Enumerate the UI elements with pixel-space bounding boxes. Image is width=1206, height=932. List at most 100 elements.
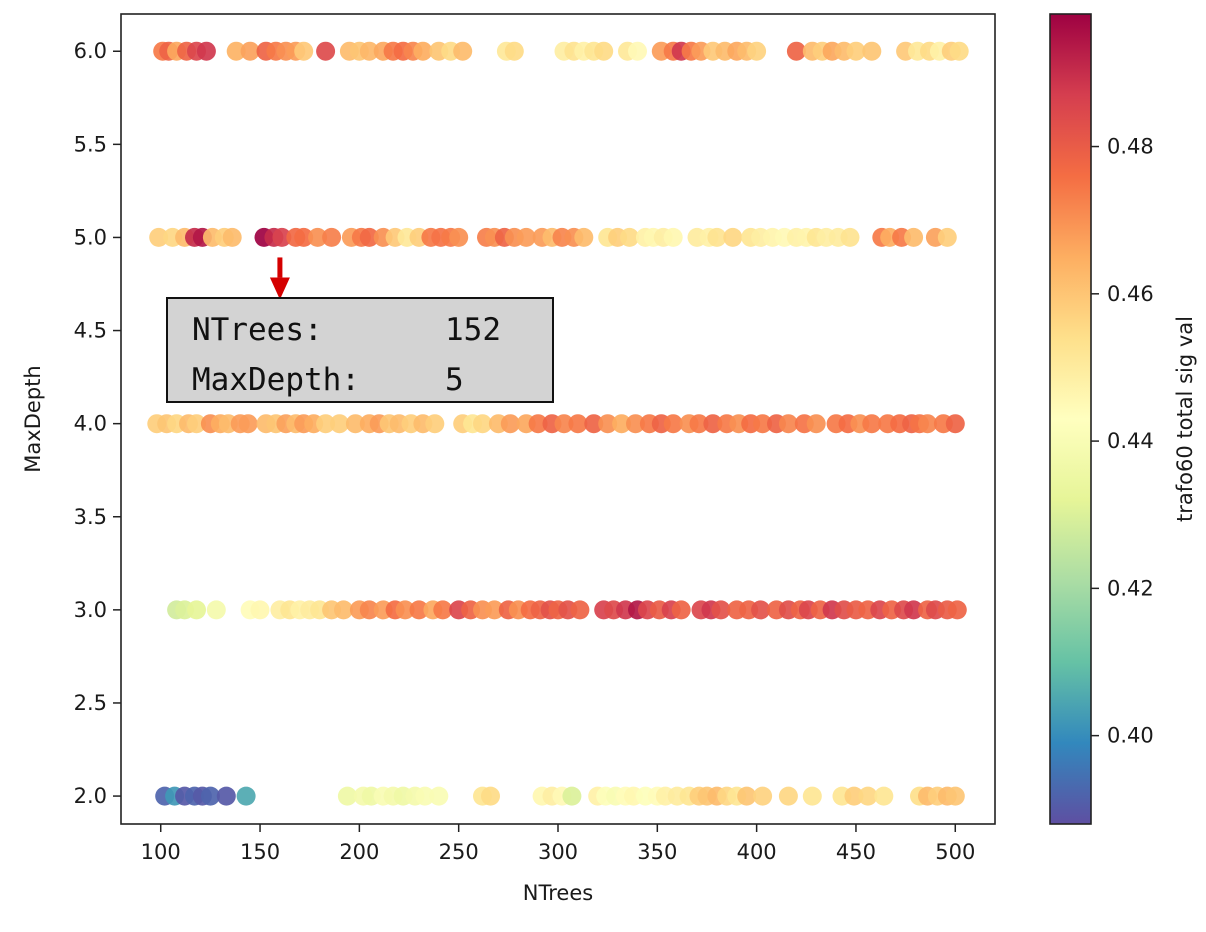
data-point: [844, 786, 864, 806]
data-point: [937, 227, 957, 247]
data-point: [723, 227, 743, 247]
data-point: [947, 600, 967, 620]
data-point: [707, 227, 727, 247]
data-point: [584, 414, 604, 434]
data-point: [272, 227, 292, 247]
data-point: [429, 786, 449, 806]
data-point: [187, 600, 206, 620]
data-point: [949, 41, 969, 61]
data-point: [222, 227, 242, 247]
x-axis: 100 150 200 250 300 350 400 450 500: [141, 824, 975, 864]
colorbar-tick-label: 0.40: [1107, 724, 1154, 748]
data-point: [874, 786, 894, 806]
data-point: [598, 414, 618, 434]
data-point: [945, 414, 965, 434]
data-point: [862, 414, 882, 434]
data-point: [802, 786, 822, 806]
data-point: [778, 786, 798, 806]
data-point: [554, 414, 574, 434]
data-point: [206, 600, 226, 620]
data-point: [473, 414, 492, 434]
y-tick-label: 3.5: [74, 505, 107, 529]
data-point: [345, 414, 365, 434]
data-point: [449, 227, 469, 247]
colorbar-axis: 0.40 0.42 0.44 0.46 0.48: [1091, 135, 1154, 748]
colorbar: [1049, 13, 1092, 825]
x-tick-label: 100: [141, 840, 181, 864]
x-tick-label: 250: [439, 840, 479, 864]
data-point: [149, 227, 169, 247]
data-point: [862, 41, 882, 61]
y-tick-label: 2.0: [74, 784, 107, 808]
annotation: NTrees: 152 MaxDepth: 5: [166, 257, 554, 403]
colorbar-tick-label: 0.46: [1107, 282, 1154, 306]
data-point: [504, 41, 524, 61]
x-tick-label: 350: [637, 840, 677, 864]
y-tick-label: 6.0: [74, 39, 107, 63]
data-point: [330, 414, 349, 434]
x-tick-label: 500: [935, 840, 975, 864]
annotation-box: [166, 297, 554, 403]
y-tick-label: 5.0: [74, 225, 107, 249]
x-axis-label: NTrees: [523, 881, 593, 905]
data-point: [568, 414, 588, 434]
x-tick-label: 400: [737, 840, 777, 864]
data-point: [945, 786, 965, 806]
data-point: [570, 600, 590, 620]
colorbar-tick-label: 0.42: [1107, 576, 1154, 600]
data-point: [337, 786, 357, 806]
data-point: [806, 414, 826, 434]
y-axis-label: MaxDepth: [21, 365, 45, 472]
data-point: [216, 786, 236, 806]
data-point: [187, 414, 206, 434]
data-point: [612, 414, 632, 434]
colorbar-label: trafo60 total sig val: [1173, 316, 1197, 522]
data-point: [413, 41, 433, 61]
data-point: [753, 786, 773, 806]
data-point: [322, 227, 342, 247]
data-point: [308, 227, 328, 247]
y-axis: 2.0 2.5 3.0 3.5 4.0 4.5 5.0 5.5 6.0: [74, 39, 121, 808]
y-tick-label: 5.5: [74, 132, 107, 156]
data-point: [858, 786, 878, 806]
data-point: [786, 41, 806, 61]
data-point: [240, 41, 260, 61]
data-point: [626, 414, 645, 434]
data-point: [711, 600, 731, 620]
colorbar-tick-label: 0.44: [1107, 429, 1154, 453]
data-point: [196, 41, 216, 61]
annotation-ntrees-value: 152: [445, 312, 501, 348]
x-tick-label: 300: [538, 840, 578, 864]
y-tick-label: 3.0: [74, 598, 107, 622]
data-point: [200, 786, 220, 806]
data-point: [737, 786, 757, 806]
data-point: [904, 600, 924, 620]
data-point: [840, 227, 860, 247]
y-tick-label: 4.5: [74, 319, 107, 343]
data-point: [500, 414, 520, 434]
data-point: [751, 600, 771, 620]
data-point: [846, 41, 866, 61]
data-point: [238, 414, 258, 434]
data-point: [453, 41, 473, 61]
data-point: [481, 786, 500, 806]
annotation-ntrees-label: NTrees:: [192, 312, 323, 348]
data-point: [594, 41, 614, 61]
data-point: [747, 41, 767, 61]
data-point: [359, 227, 379, 247]
data-point: [226, 41, 246, 61]
data-point: [628, 41, 647, 61]
data-point: [671, 600, 691, 620]
annotation-arrow-icon: [269, 277, 290, 300]
annotation-maxdepth-label: MaxDepth:: [192, 362, 360, 398]
data-point: [689, 414, 709, 434]
data-point: [663, 414, 683, 434]
data-point: [562, 786, 582, 806]
points-layer: [147, 41, 969, 806]
data-point: [778, 414, 798, 434]
data-point: [334, 600, 353, 620]
data-point: [409, 600, 429, 620]
data-point: [359, 600, 379, 620]
data-point: [395, 600, 415, 620]
